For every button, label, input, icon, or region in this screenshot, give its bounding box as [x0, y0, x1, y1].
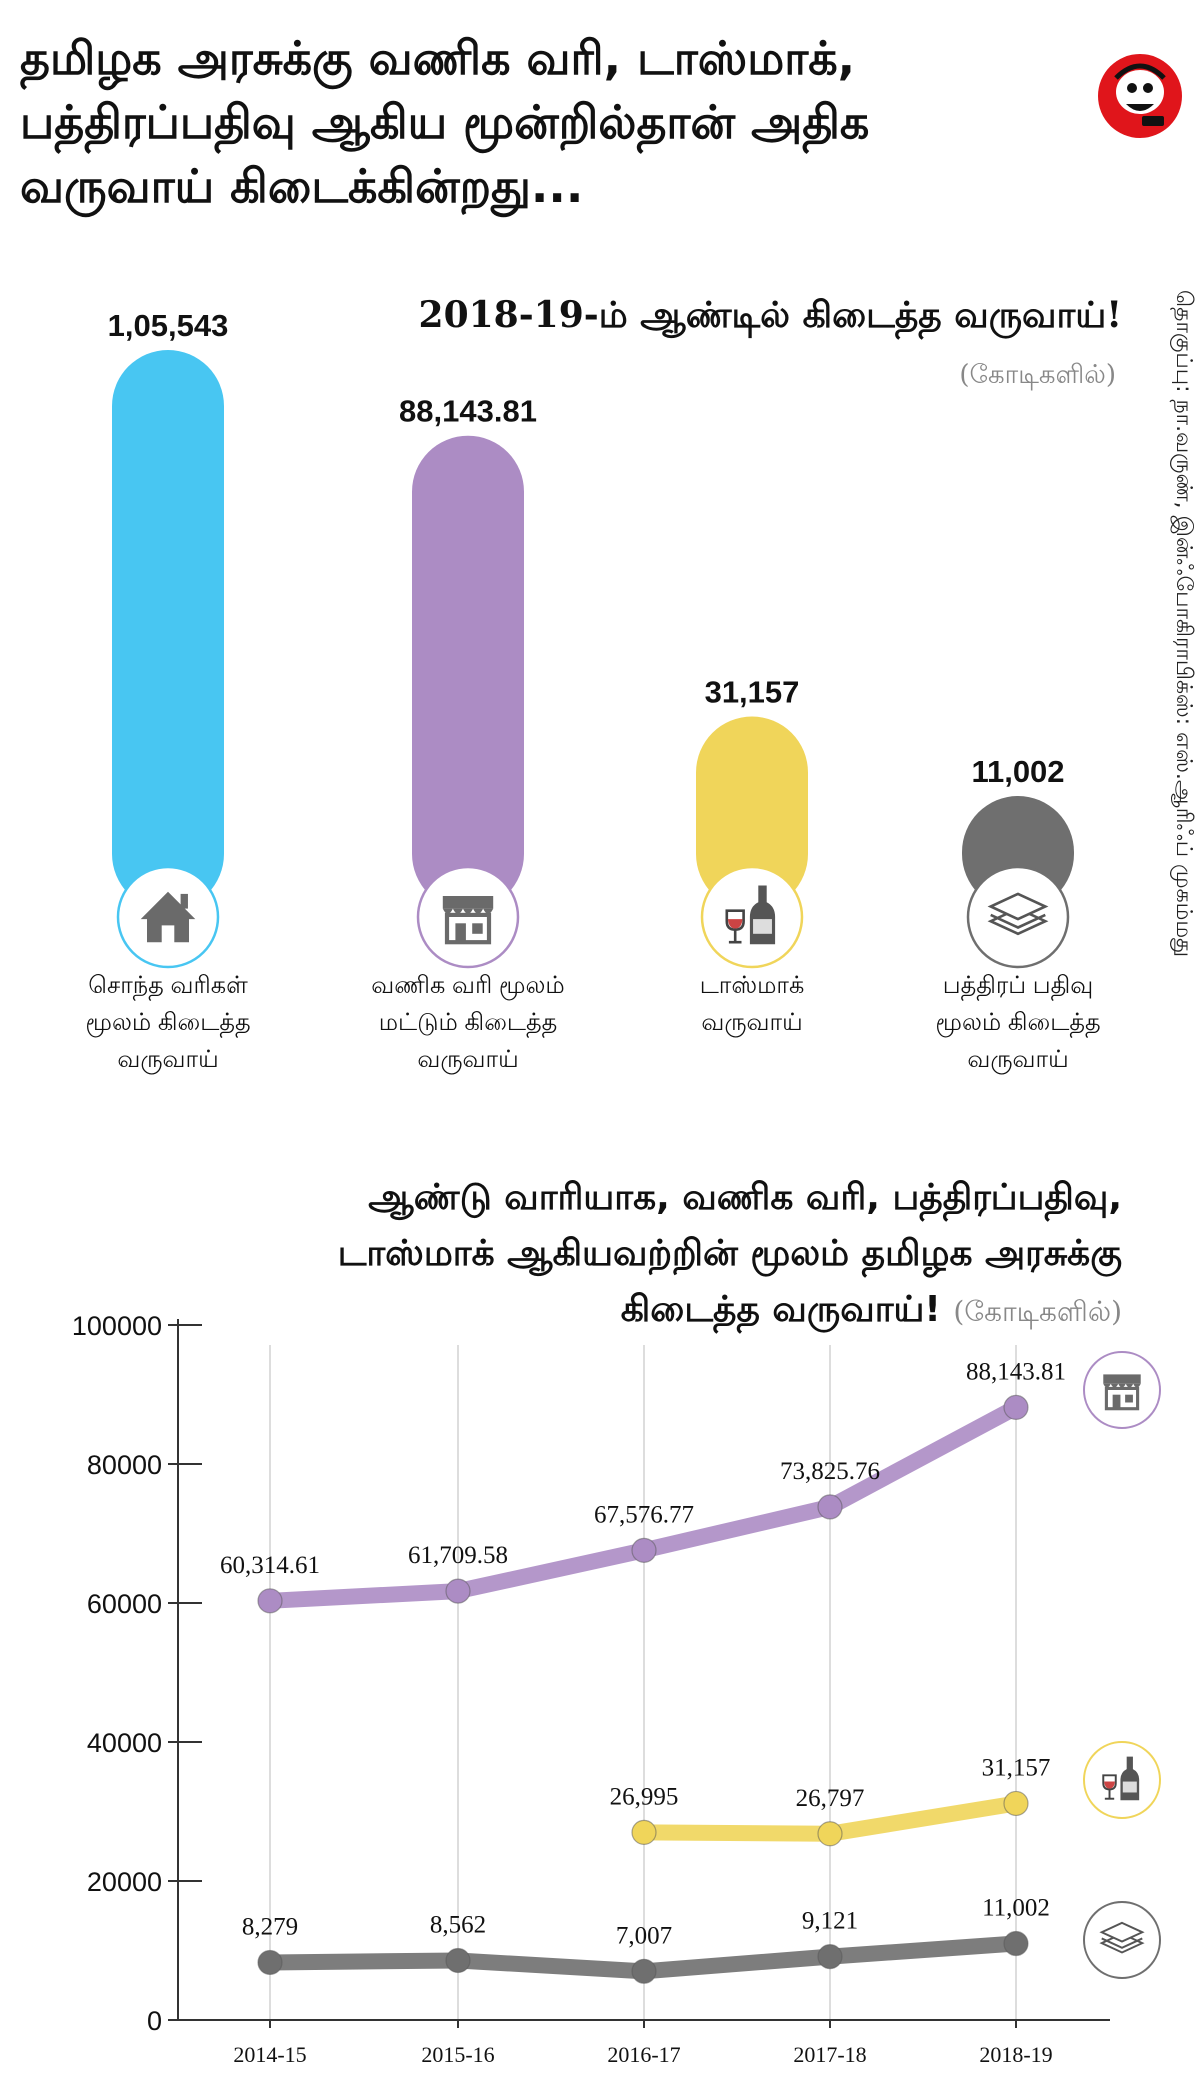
data-point: [1003, 1930, 1029, 1957]
x-tick-label: 2016-17: [607, 2042, 680, 2067]
document-stack-icon: [987, 892, 1049, 936]
house-icon: [140, 891, 196, 943]
bar-value-label: 31,157: [705, 674, 800, 709]
shop-icon: [442, 896, 494, 945]
y-tick-label: 40000: [87, 1728, 162, 1758]
data-point: [631, 1819, 657, 1845]
wine-icon: [1102, 1756, 1140, 1801]
data-point: [817, 1944, 843, 1970]
data-label: 26,797: [796, 1785, 865, 1812]
x-tick-label: 2015-16: [421, 2042, 494, 2067]
data-label: 73,825.76: [780, 1458, 880, 1485]
y-tick-label: 0: [147, 2006, 162, 2036]
y-tick-label: 60000: [87, 1589, 162, 1619]
data-label: 67,576.77: [594, 1501, 694, 1528]
series-line: [636, 1795, 1024, 1842]
line-chart-title: ஆண்டு வாரியாக, வணிக வரி, பத்திரப்பதிவு, …: [102, 1170, 1122, 1340]
data-point: [631, 1537, 657, 1563]
bar-chart-title: 2018-19-ம் ஆண்டில் கிடைத்த வருவாய்!: [418, 294, 1122, 336]
data-point: [257, 1949, 283, 1976]
data-point: [817, 1821, 843, 1847]
bar-category-label: டாஸ்மாக் வருவாய்: [700, 972, 805, 1037]
x-tick-label: 2017-18: [793, 2042, 866, 2067]
y-tick-label: 20000: [87, 1867, 162, 1897]
bar-category-label: சொந்த வரிகள் மூலம் கிடைத்த வருவாய்: [85, 972, 250, 1074]
headline: தமிழக அரசுக்கு வணிக வரி, டாஸ்மாக், பத்தி…: [20, 26, 1020, 218]
bar-category-label: பத்திரப் பதிவு மூலம் கிடைத்த வருவாய்: [935, 972, 1100, 1074]
bar-category-label: வணிக வரி மூலம் மட்டும் கிடைத்த வருவாய்: [371, 972, 564, 1074]
headline-line: வருவாய் கிடைக்கின்றது...: [20, 159, 584, 213]
data-point: [1003, 1790, 1029, 1817]
y-tick-label: 80000: [87, 1450, 162, 1480]
data-label: 31,157: [982, 1754, 1051, 1781]
line-chart-title-line: ஆண்டு வாரியாக, வணிக வரி, பத்திரப்பதிவு,: [368, 1177, 1122, 1218]
data-point: [1003, 1394, 1029, 1421]
series-icon-circle: [1083, 1741, 1161, 1819]
data-point: [257, 1588, 283, 1614]
line-chart-title-line: டாஸ்மாக் ஆகியவற்றின் மூலம் தமிழக அரசுக்க…: [337, 1233, 1122, 1274]
bar-chart: 1,05,543 சொந்த வரிகள் மூலம் கிடைத்த வருவாய்…: [85, 308, 1100, 1074]
line-chart-unit: (கோடிகளில்): [953, 1295, 1122, 1328]
data-point: [445, 1947, 471, 1974]
data-label: 7,007: [616, 1922, 672, 1949]
bar-chart-unit: (கோடிகளில்): [959, 360, 1116, 390]
mascot-logo-icon: [1098, 54, 1182, 138]
bar-value-label: 11,002: [971, 754, 1064, 789]
wine-icon: [725, 885, 776, 945]
document-stack-icon: [1099, 1921, 1145, 1954]
x-tick-label: 2018-19: [979, 2042, 1052, 2067]
line-chart-title-text: கிடைத்த வருவாய்!: [620, 1289, 941, 1330]
bar-value-label: 1,05,543: [108, 308, 229, 343]
line-chart-title-line: கிடைத்த வருவாய்! (கோடிகளில்): [102, 1282, 1122, 1340]
data-point: [631, 1958, 657, 1984]
bar-value-label: 88,143.81: [399, 394, 537, 429]
series-line: [262, 1399, 1024, 1609]
data-label: 9,121: [802, 1908, 858, 1935]
data-point: [445, 1578, 471, 1604]
data-point: [817, 1494, 843, 1520]
data-label: 11,002: [982, 1895, 1050, 1922]
series-icon-circle: [1083, 1351, 1161, 1429]
bar: [112, 350, 224, 910]
headline-line: தமிழக அரசுக்கு வணிக வரி, டாஸ்மாக்,: [20, 31, 856, 85]
shop-icon: [1103, 1374, 1141, 1411]
data-label: 88,143.81: [966, 1358, 1066, 1385]
bar: [696, 716, 808, 910]
data-label: 8,279: [242, 1913, 298, 1940]
headline-line: பத்திரப்பதிவு ஆகிய மூன்றில்தான் அதிக: [20, 95, 870, 149]
data-label: 26,995: [610, 1783, 679, 1810]
data-label: 61,709.58: [408, 1542, 508, 1569]
data-label: 8,562: [430, 1911, 486, 1938]
series-line: [262, 1935, 1024, 1980]
bar: [412, 435, 524, 910]
series-icon-circle: [1083, 1901, 1161, 1979]
data-label: 60,314.61: [220, 1552, 320, 1579]
x-tick-label: 2014-15: [233, 2042, 306, 2067]
